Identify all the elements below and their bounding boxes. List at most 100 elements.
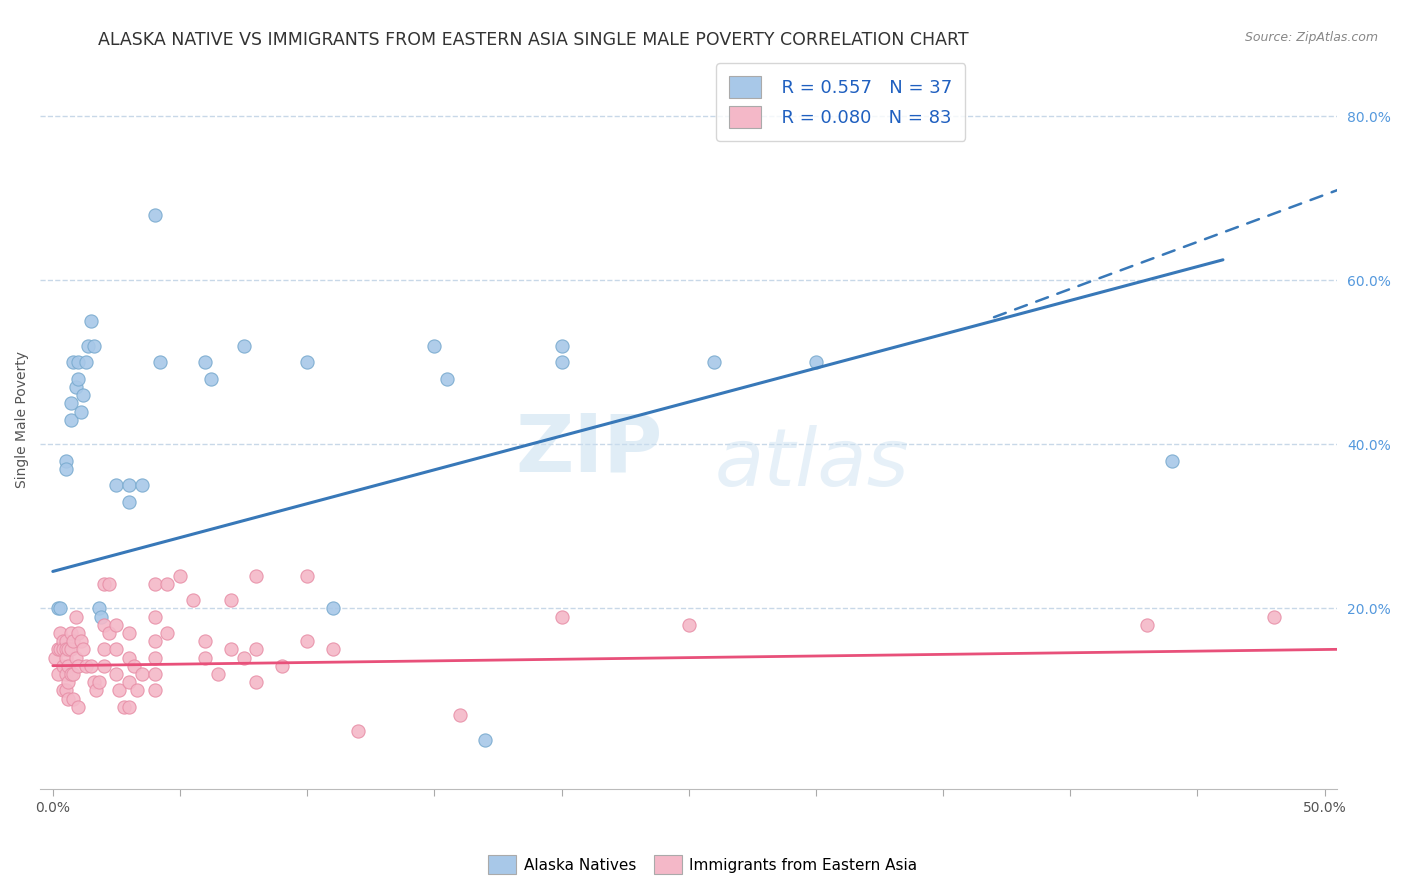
Point [436,372,458,386]
Point [46,667,69,681]
Point [245,642,267,657]
Point [143,683,166,698]
Point [52,683,75,698]
Point [112,699,135,714]
Point [55,634,77,648]
Point [105,667,128,681]
Point [200,372,222,386]
Point [59,396,82,410]
Point [449,708,471,723]
Point [105,478,128,492]
Point [1136,617,1159,632]
Point [67,626,90,640]
Point [125,683,148,698]
Text: ZIP: ZIP [516,410,662,488]
Point [65,380,87,394]
Point [93,658,115,673]
Point [347,724,370,739]
Legend:   R = 0.557   N = 37,   R = 0.080   N = 83: R = 0.557 N = 37, R = 0.080 N = 83 [716,63,965,141]
Point [703,355,725,369]
Point [804,355,827,369]
Point [55,683,77,698]
Point [77,339,100,353]
Y-axis label: Single Male Poverty: Single Male Poverty [15,351,30,488]
Point [143,609,166,624]
Point [55,462,77,476]
Point [181,593,204,607]
Point [83,339,105,353]
Point [194,355,217,369]
Point [118,494,141,508]
Text: Source: ZipAtlas.com: Source: ZipAtlas.com [1244,31,1378,45]
Point [56,675,79,690]
Point [65,609,87,624]
Point [55,667,77,681]
Point [52,642,75,657]
Point [143,634,166,648]
Point [122,658,145,673]
Point [62,634,84,648]
Point [75,658,97,673]
Point [550,339,572,353]
Point [131,478,153,492]
Point [67,355,90,369]
Point [108,683,131,698]
Point [143,667,166,681]
Point [52,658,75,673]
Point [105,617,128,632]
Point [84,683,107,698]
Point [65,650,87,665]
Point [295,355,318,369]
Point [72,388,94,402]
Point [143,576,166,591]
Point [295,634,318,648]
Point [232,650,254,665]
Point [55,650,77,665]
Point [550,609,572,624]
Point [295,568,318,582]
Point [118,650,141,665]
Point [62,355,84,369]
Point [55,642,77,657]
Point [67,372,90,386]
Point [56,691,79,706]
Point [245,675,267,690]
Point [194,634,217,648]
Point [270,658,292,673]
Point [49,642,72,657]
Point [59,642,82,657]
Point [87,675,110,690]
Text: atlas: atlas [714,425,910,503]
Point [46,642,69,657]
Point [1263,609,1285,624]
Point [118,626,141,640]
Point [67,699,90,714]
Point [93,617,115,632]
Point [219,593,242,607]
Point [118,675,141,690]
Point [83,675,105,690]
Point [46,601,69,615]
Point [143,650,166,665]
Point [52,634,75,648]
Point [67,658,90,673]
Point [69,634,91,648]
Point [62,667,84,681]
Point [169,568,191,582]
Point [232,339,254,353]
Point [90,609,112,624]
Point [474,732,496,747]
Point [1161,454,1184,468]
Point [56,658,79,673]
Point [44,650,66,665]
Point [49,601,72,615]
Point [56,642,79,657]
Legend: Alaska Natives, Immigrants from Eastern Asia: Alaska Natives, Immigrants from Eastern … [482,849,924,880]
Point [219,642,242,657]
Text: ALASKA NATIVE VS IMMIGRANTS FROM EASTERN ASIA SINGLE MALE POVERTY CORRELATION CH: ALASKA NATIVE VS IMMIGRANTS FROM EASTERN… [98,31,969,49]
Point [194,650,217,665]
Point [75,355,97,369]
Point [118,478,141,492]
Point [49,626,72,640]
Point [207,667,229,681]
